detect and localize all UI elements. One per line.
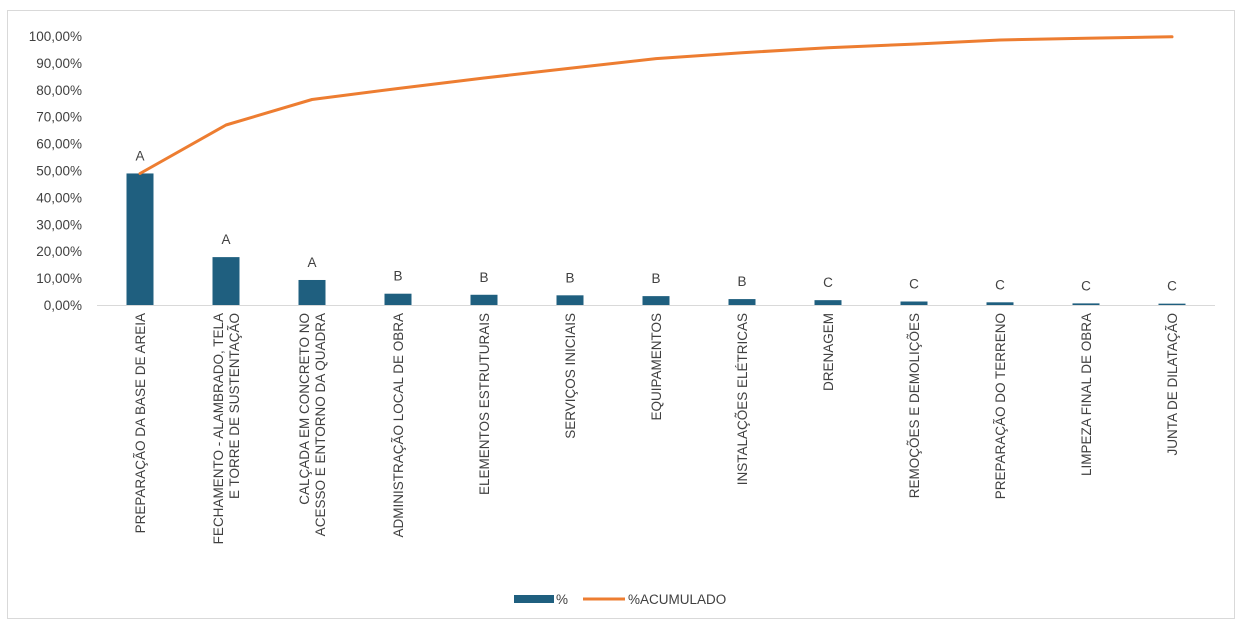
bar	[642, 296, 670, 305]
category-label-line: ELEMENTOS ESTRUTURAIS	[477, 313, 492, 495]
bar	[298, 279, 326, 305]
y-tick-label: 70,00%	[36, 110, 82, 125]
category-label-line: SERVIÇOS INICIAIS	[563, 313, 578, 439]
bar	[126, 173, 154, 305]
y-tick-label: 0,00%	[44, 298, 82, 313]
legend-line-label: %ACUMULADO	[628, 592, 726, 607]
legend-bar-swatch	[514, 595, 554, 603]
category-label-line: PREPARAÇÃO DA BASE DE AREIA	[133, 313, 148, 533]
category-label: LIMPEZA FINAL DE OBRA	[1079, 313, 1094, 476]
bar	[900, 301, 928, 305]
bar-class-label: B	[565, 270, 574, 285]
bar-class-label: B	[393, 269, 402, 284]
legend: % %ACUMULADO	[514, 592, 726, 607]
chart-frame	[7, 10, 1235, 619]
bar-class-label: C	[995, 277, 1005, 292]
category-label-line: LIMPEZA FINAL DE OBRA	[1079, 313, 1094, 476]
category-label: JUNTA DE DILATAÇÃO	[1165, 313, 1180, 456]
category-label: ELEMENTOS ESTRUTURAIS	[477, 313, 492, 495]
bar	[986, 302, 1014, 305]
bar-class-label: C	[1081, 278, 1091, 293]
bar-class-labels: A A A B B B B B C C C C C	[135, 148, 1177, 293]
y-tick-label: 80,00%	[36, 83, 82, 98]
category-label: EQUIPAMENTOS	[649, 313, 664, 421]
y-tick-label: 30,00%	[36, 217, 82, 232]
legend-bar-label: %	[556, 592, 568, 607]
bar	[556, 295, 584, 305]
bar	[384, 293, 412, 305]
bar	[1072, 303, 1100, 305]
bar-class-label: B	[737, 274, 746, 289]
category-label: CALÇADA EM CONCRETO NOACESSO E ENTORNO D…	[297, 313, 328, 536]
y-tick-label: 50,00%	[36, 164, 82, 179]
category-label: SERVIÇOS INICIAIS	[563, 313, 578, 439]
category-label-line: ACESSO E ENTORNO DA QUADRA	[313, 313, 328, 536]
y-tick-label: 90,00%	[36, 56, 82, 71]
category-label-line: REMOÇÕES E DEMOLIÇÕES	[907, 313, 922, 498]
bar	[814, 300, 842, 305]
category-label-line: INSTALAÇÕES ELÉTRICAS	[735, 313, 750, 485]
category-label-line: E TORRE DE SUSTENTAÇÃO	[227, 313, 242, 499]
bar	[1158, 303, 1186, 305]
category-label: FECHAMENTO - ALAMBRADO, TELAE TORRE DE S…	[211, 313, 242, 544]
category-label-line: JUNTA DE DILATAÇÃO	[1165, 313, 1180, 456]
y-tick-label: 10,00%	[36, 271, 82, 286]
bar-class-label: A	[221, 232, 230, 247]
bar-series	[126, 173, 1186, 305]
category-label: ADMINISTRAÇÃO LOCAL DE OBRA	[391, 313, 406, 538]
bar-class-label: B	[479, 270, 488, 285]
category-label: INSTALAÇÕES ELÉTRICAS	[735, 313, 750, 485]
category-label: DRENAGEM	[821, 313, 836, 391]
bar-class-label: A	[135, 148, 144, 163]
bar	[728, 299, 756, 305]
bar-class-label: B	[651, 271, 660, 286]
category-label: REMOÇÕES E DEMOLIÇÕES	[907, 313, 922, 498]
cumulative-line-series	[138, 35, 1174, 175]
y-axis: 0,00% 10,00% 20,00% 30,00% 40,00% 50,00% 60,00…	[29, 29, 82, 313]
category-label-line: ADMINISTRAÇÃO LOCAL DE OBRA	[391, 313, 406, 538]
bar	[212, 257, 240, 305]
category-label: PREPARAÇÃO DA BASE DE AREIA	[133, 313, 148, 533]
y-tick-label: 20,00%	[36, 244, 82, 259]
category-label-line: PREPARAÇÃO DO TERRENO	[993, 313, 1008, 499]
y-tick-label: 40,00%	[36, 190, 82, 205]
bar	[470, 294, 498, 305]
category-label-line: FECHAMENTO - ALAMBRADO, TELA	[211, 313, 226, 544]
category-labels: PREPARAÇÃO DA BASE DE AREIA FECHAMENTO - …	[133, 313, 1180, 544]
category-label-line: DRENAGEM	[821, 313, 836, 391]
bar-class-label: C	[823, 275, 833, 290]
cumulative-line	[138, 35, 1174, 175]
bar-class-label: A	[307, 255, 316, 270]
bar-class-label: C	[909, 277, 919, 292]
category-label: PREPARAÇÃO DO TERRENO	[993, 313, 1008, 499]
category-label-line: EQUIPAMENTOS	[649, 313, 664, 421]
category-label-line: CALÇADA EM CONCRETO NO	[297, 313, 312, 505]
y-tick-label: 100,00%	[29, 29, 82, 44]
y-tick-label: 60,00%	[36, 137, 82, 152]
bar-class-label: C	[1167, 279, 1177, 294]
